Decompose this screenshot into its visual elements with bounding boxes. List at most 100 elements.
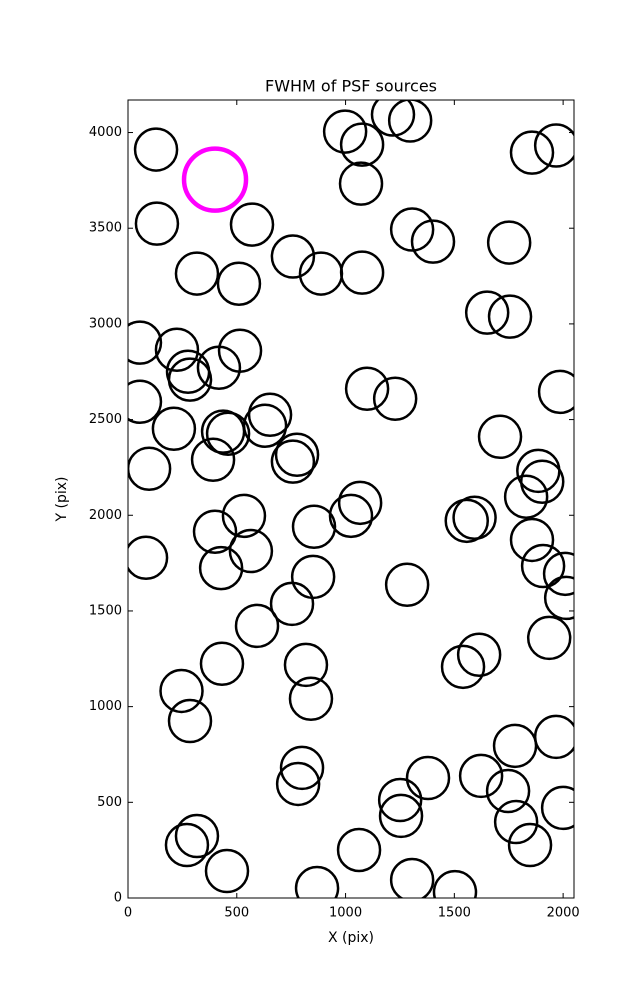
source-circle	[444, 498, 489, 544]
source-circle	[328, 493, 374, 539]
source-circle	[389, 857, 435, 898]
source-circle	[247, 392, 293, 438]
source-circle	[485, 768, 531, 814]
source-circle	[533, 123, 574, 168]
x-tick-label: 1000	[329, 906, 362, 921]
source-circle	[205, 411, 251, 456]
source-circle	[279, 745, 325, 791]
source-circle	[370, 100, 416, 137]
source-circle	[509, 517, 555, 563]
source-circle	[387, 100, 433, 143]
source-circle	[372, 376, 418, 421]
source-circle	[133, 127, 179, 172]
source-circle	[458, 753, 504, 799]
y-tick-label: 3500	[89, 221, 122, 236]
source-circle	[322, 109, 368, 154]
plot-area	[128, 100, 574, 898]
y-tick-label: 1500	[89, 603, 122, 618]
source-circle	[181, 146, 249, 213]
y-tick-label: 3000	[89, 316, 122, 331]
source-circle	[493, 799, 539, 845]
source-circle	[507, 822, 553, 868]
source-circle	[221, 493, 267, 539]
source-circle	[389, 207, 435, 252]
source-circle	[216, 261, 262, 306]
source-circle	[540, 785, 574, 831]
source-circle	[452, 495, 497, 541]
source-circle	[228, 528, 274, 574]
source-circle	[542, 551, 574, 597]
source-circle	[526, 615, 572, 661]
y-tick-label: 2000	[89, 508, 122, 523]
source-circle	[410, 219, 456, 264]
source-circle	[520, 543, 566, 589]
y-tick-label: 4000	[89, 125, 122, 140]
source-circle	[164, 822, 210, 868]
x-tick-label: 2000	[547, 906, 580, 921]
source-circle	[288, 676, 334, 722]
source-circle	[192, 509, 238, 554]
source-circle	[537, 369, 574, 415]
source-circle	[336, 827, 382, 873]
source-circle	[405, 755, 451, 801]
source-circle	[154, 327, 200, 372]
source-circle	[384, 562, 430, 607]
source-circle	[378, 793, 424, 839]
source-circle	[503, 474, 549, 519]
source-circle	[128, 379, 163, 425]
source-circle	[339, 250, 385, 295]
source-circle	[174, 813, 220, 859]
source-circle	[339, 122, 385, 167]
source-circle	[159, 668, 204, 714]
source-circle	[270, 439, 316, 484]
y-tick-label: 500	[97, 795, 122, 810]
source-circle	[204, 848, 250, 894]
source-circle	[291, 504, 337, 549]
source-circle	[486, 220, 532, 265]
y-tick-label: 1000	[89, 699, 122, 714]
x-tick-label: 1500	[438, 906, 471, 921]
source-circle	[242, 403, 288, 448]
source-circle	[283, 642, 329, 688]
y-tick-label: 0	[114, 891, 122, 906]
y-axis-label: Y (pix)	[54, 477, 70, 523]
source-circle	[275, 761, 321, 807]
source-circle	[338, 161, 384, 206]
source-circle	[294, 865, 340, 898]
source-circle	[134, 201, 180, 246]
source-circle	[274, 432, 320, 478]
source-circle	[190, 437, 236, 483]
x-tick-label: 0	[124, 906, 132, 921]
source-circle	[492, 723, 538, 769]
source-circle	[344, 366, 390, 412]
source-circle	[174, 251, 220, 296]
source-circle	[377, 777, 423, 823]
source-circle	[456, 632, 502, 678]
source-circle	[477, 414, 523, 460]
source-circle	[509, 130, 555, 175]
chart-title: FWHM of PSF sources	[265, 77, 437, 96]
source-circle	[487, 294, 533, 339]
source-circle	[128, 535, 169, 580]
source-circle	[196, 345, 242, 390]
source-circle	[432, 869, 478, 898]
source-circle	[234, 603, 280, 649]
source-circle	[543, 575, 574, 621]
x-axis-label: X (pix)	[328, 930, 374, 946]
y-tick-label: 2500	[89, 412, 122, 427]
source-circle	[151, 406, 197, 452]
source-circle	[198, 545, 244, 591]
source-circle	[165, 349, 211, 394]
x-tick-label: 500	[224, 906, 249, 921]
source-circle	[519, 459, 565, 505]
source-circle	[337, 480, 383, 526]
source-circle	[128, 320, 163, 365]
axes-frame	[127, 99, 575, 899]
source-circle	[199, 641, 245, 687]
source-circle	[464, 290, 510, 335]
source-circle	[270, 234, 316, 279]
source-circle	[229, 202, 275, 247]
source-circle	[440, 644, 486, 690]
